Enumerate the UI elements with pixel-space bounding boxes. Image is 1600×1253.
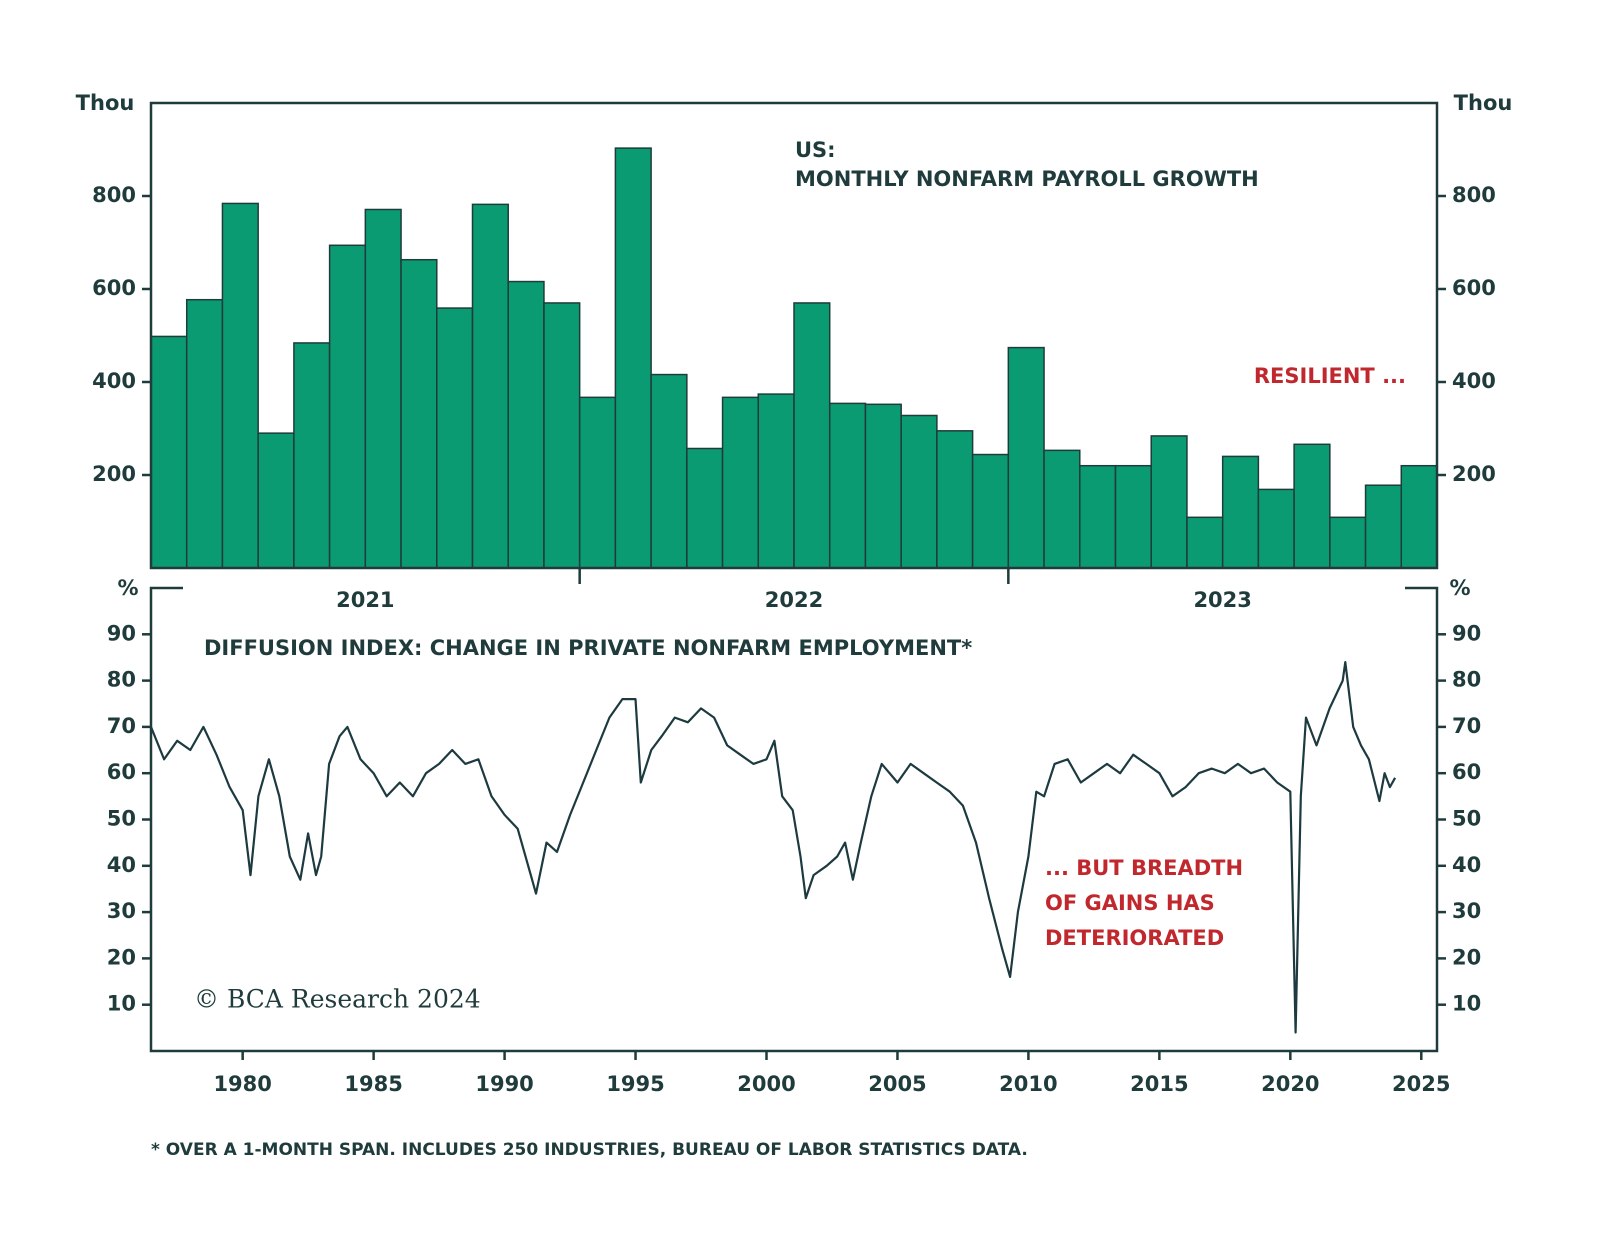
- bar: [793, 302, 831, 569]
- bar: [828, 402, 867, 569]
- bar: [1364, 484, 1403, 569]
- footnote: * OVER A 1-MONTH SPAN. INCLUDES 250 INDU…: [151, 1140, 1028, 1160]
- y2-label: %: [1449, 576, 1470, 600]
- y-tick-label: 90: [107, 621, 136, 645]
- x-tick-label: 1980: [213, 1072, 271, 1096]
- bar: [686, 447, 724, 569]
- bar: [900, 414, 938, 569]
- y2-tick-label: 200: [1452, 462, 1496, 486]
- y-tick-label: 20: [107, 945, 136, 969]
- plot-frame: [149, 586, 1439, 1053]
- bar: [507, 280, 545, 569]
- x-tick-label: 2015: [1130, 1072, 1188, 1096]
- y2-label: Thou: [1454, 91, 1513, 115]
- bar: [185, 298, 224, 569]
- chart-subtitle: MONTHLY NONFARM PAYROLL GROWTH: [795, 167, 1259, 191]
- line: [149, 661, 1397, 1034]
- x-tick-label: 1995: [606, 1072, 664, 1096]
- y2-tick-label: 600: [1452, 276, 1496, 300]
- y2-tick-label: 80: [1452, 668, 1481, 692]
- y-tick-label: 800: [92, 183, 136, 207]
- bar: [578, 396, 617, 569]
- bar: [150, 335, 188, 569]
- bar: [221, 202, 259, 569]
- bar: [1186, 516, 1224, 569]
- y2-tick-label: 400: [1452, 369, 1496, 393]
- chart-title: US:: [795, 138, 836, 162]
- y-tick-label: 600: [92, 276, 136, 300]
- bar: [400, 258, 438, 569]
- x-tick-label: 1985: [344, 1072, 402, 1096]
- y-tick-label: 60: [107, 760, 136, 784]
- y-tick-label: 10: [107, 992, 136, 1016]
- y2-tick-label: 70: [1452, 714, 1481, 738]
- y-tick-label: 70: [107, 714, 136, 738]
- y-tick-label: 50: [107, 807, 136, 831]
- bar: [1114, 464, 1152, 569]
- y2-tick-label: 20: [1452, 945, 1481, 969]
- x-group-label: 2023: [1193, 588, 1251, 612]
- y2-tick-label: 10: [1452, 992, 1481, 1016]
- y-tick-label: 80: [107, 668, 136, 692]
- x-group-label: 2021: [336, 588, 394, 612]
- bar: [1257, 488, 1295, 569]
- annotation: DETERIORATED: [1045, 926, 1224, 950]
- bar: [1400, 464, 1438, 569]
- credit: © BCA Research 2024: [194, 985, 481, 1014]
- bar: [1293, 443, 1331, 569]
- y2-tick-label: 40: [1452, 853, 1481, 877]
- plot-frame: [149, 101, 1439, 570]
- x-tick-label: 1990: [475, 1072, 533, 1096]
- y-label: %: [117, 576, 138, 600]
- x-group-label: 2022: [765, 588, 823, 612]
- x-tick-label: 2025: [1392, 1072, 1450, 1096]
- y2-tick-label: 60: [1452, 760, 1481, 784]
- bar: [936, 430, 974, 569]
- bar: [364, 208, 402, 569]
- bar: [971, 453, 1010, 569]
- bar: [1221, 455, 1260, 569]
- annotation: ... BUT BREADTH: [1045, 856, 1243, 880]
- bar: [757, 393, 795, 569]
- y2-tick-label: 50: [1452, 807, 1481, 831]
- bar: [543, 302, 581, 569]
- bar: [1329, 516, 1367, 569]
- y2-tick-label: 800: [1452, 183, 1496, 207]
- annotation: RESILIENT ...: [1254, 364, 1406, 388]
- y-tick-label: 30: [107, 899, 136, 923]
- bar: [1079, 464, 1117, 569]
- bar: [864, 403, 902, 569]
- y-tick-label: 400: [92, 369, 136, 393]
- x-tick-label: 2000: [737, 1072, 795, 1096]
- bar: [471, 203, 509, 569]
- chart-title: DIFFUSION INDEX: CHANGE IN PRIVATE NONFA…: [204, 636, 972, 660]
- bar: [1007, 346, 1045, 569]
- x-tick-label: 2005: [868, 1072, 926, 1096]
- x-tick-label: 2010: [999, 1072, 1057, 1096]
- y-tick-label: 40: [107, 853, 136, 877]
- bar: [293, 342, 331, 569]
- annotation: OF GAINS HAS: [1045, 891, 1215, 915]
- bar: [328, 244, 367, 569]
- x-tick-label: 2020: [1261, 1072, 1319, 1096]
- y-label: Thou: [76, 91, 135, 115]
- bar: [721, 396, 760, 569]
- y-tick-label: 200: [92, 462, 136, 486]
- bar: [1043, 449, 1081, 569]
- bar: [1150, 435, 1188, 569]
- y2-tick-label: 90: [1452, 621, 1481, 645]
- y2-tick-label: 30: [1452, 899, 1481, 923]
- bar: [650, 373, 688, 569]
- bar: [257, 432, 295, 569]
- bar: [614, 147, 652, 569]
- bar: [436, 307, 474, 569]
